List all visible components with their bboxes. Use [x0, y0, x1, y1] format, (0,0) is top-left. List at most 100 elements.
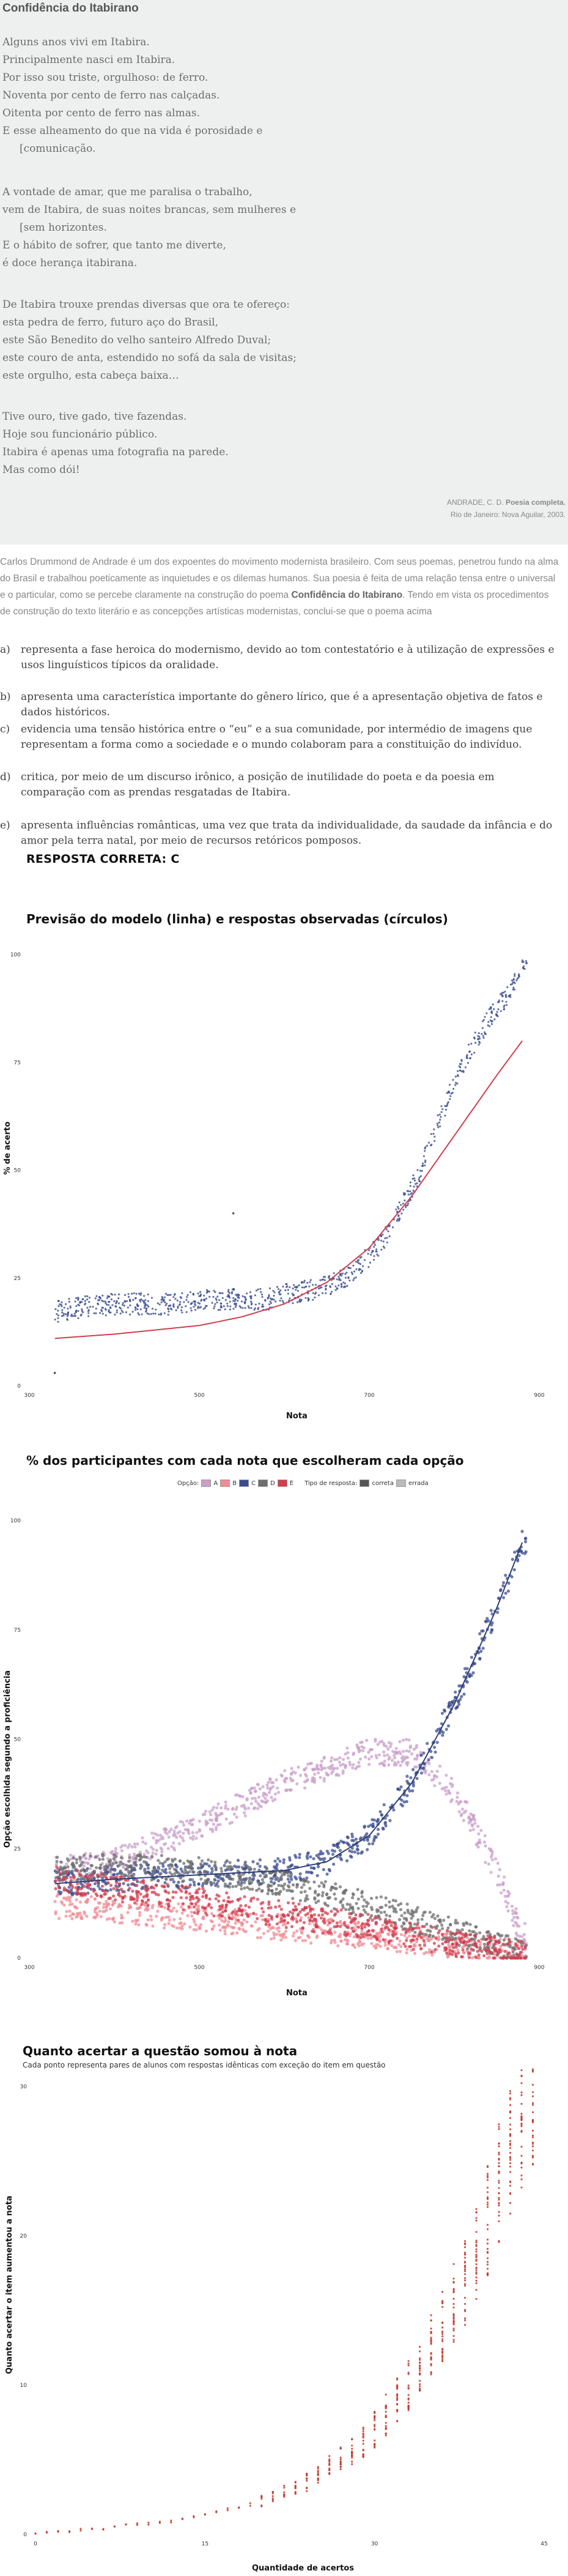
chart3-point — [531, 2102, 534, 2104]
chart3-point — [385, 2410, 387, 2413]
chart3-point — [419, 2388, 421, 2391]
chart1-observed-point — [172, 1303, 175, 1306]
chart1-observed-point — [440, 1111, 443, 1114]
chart2-point-option-e — [117, 1891, 121, 1895]
chart1-observed-point — [183, 1301, 185, 1303]
chart2-point-option-e — [224, 1909, 227, 1913]
chart2-point-option-e — [311, 1907, 315, 1911]
chart1-observed-point — [160, 1301, 163, 1303]
chart1-observed-point — [300, 1298, 303, 1301]
chart2-point-option-e — [191, 1897, 195, 1900]
chart2-point-option-a — [251, 1796, 254, 1800]
chart1-observed-point — [355, 1276, 357, 1279]
chart2-point-option-d — [462, 1922, 465, 1926]
chart2-point-option-e — [297, 1902, 301, 1906]
chart3-point — [362, 2443, 364, 2445]
chart2-point-option-a — [88, 1867, 92, 1871]
chart2-point-option-a — [319, 1776, 322, 1779]
chart2-point-option-d — [375, 1910, 379, 1913]
chart2-point-option-a — [463, 1811, 467, 1814]
chart2-point-option-c — [496, 1596, 501, 1600]
chart2-point-option-b — [333, 1930, 337, 1934]
chart2-point-option-a — [220, 1812, 224, 1815]
chart2-point-option-c — [376, 1817, 380, 1822]
chart2-point-option-a — [241, 1795, 245, 1799]
chart2-point-option-e — [270, 1915, 273, 1918]
chart2-point-option-d — [341, 1891, 345, 1895]
chart1-observed-point — [73, 1314, 76, 1317]
chart3-point — [294, 2485, 297, 2488]
chart1-observed-point — [413, 1185, 415, 1188]
chart2-point-option-e — [108, 1896, 112, 1900]
chart2-point-option-e — [122, 1890, 126, 1894]
chart2-point-option-d — [478, 1931, 482, 1935]
chart2-point-option-e — [103, 1875, 107, 1878]
chart2-point-option-a — [473, 1822, 477, 1825]
chart2-point-option-b — [179, 1917, 182, 1921]
chart2-point-option-e — [141, 1899, 144, 1902]
chart1-observed-point — [185, 1311, 188, 1314]
chart2-point-option-a — [378, 1762, 382, 1766]
chart2-point-option-c — [371, 1842, 375, 1845]
chart2-point-option-a — [194, 1836, 198, 1840]
chart1-observed-point — [376, 1253, 378, 1256]
option-letter: b) — [0, 691, 11, 703]
chart2-point-option-d — [213, 1863, 217, 1867]
chart2-point-option-e — [236, 1897, 240, 1902]
chart1-observed-point — [514, 975, 516, 977]
chart2-point-option-b — [268, 1927, 273, 1930]
chart1-observed-point — [164, 1304, 167, 1306]
chart2-point-option-c — [205, 1862, 208, 1866]
chart3-y-tick-label: 10 — [20, 2383, 28, 2389]
chart2-point-option-d — [295, 1883, 299, 1886]
chart3-point — [463, 2246, 467, 2249]
chart1-observed-point — [525, 960, 528, 962]
chart2-point-option-d — [375, 1896, 378, 1899]
chart3-point — [362, 2455, 364, 2458]
chart2-point-option-c — [257, 1869, 261, 1872]
chart2-point-option-a — [484, 1844, 487, 1848]
chart2-point-option-e — [500, 1956, 503, 1960]
chart2-point-option-c — [155, 1870, 159, 1874]
chart2-point-option-d — [94, 1855, 98, 1859]
poem-line: este couro de anta, estendido no sofá da… — [2, 352, 297, 364]
chart1-observed-point — [395, 1208, 397, 1211]
chart1-observed-point — [402, 1208, 405, 1211]
chart2-point-option-c — [456, 1699, 460, 1703]
chart1-observed-point — [216, 1295, 219, 1298]
chart3-point — [498, 2214, 500, 2217]
chart2-point-option-b — [357, 1944, 361, 1948]
chart1-observed-point — [284, 1289, 287, 1292]
chart1-observed-point — [138, 1292, 141, 1295]
chart2-point-option-a — [348, 1760, 352, 1764]
poem-line: De Itabira trouxe prendas diversas que o… — [2, 299, 290, 311]
chart2-point-option-d — [410, 1916, 413, 1920]
chart2-point-option-a — [367, 1762, 371, 1766]
chart2-point-option-d — [411, 1914, 415, 1918]
chart1-observed-point — [351, 1273, 354, 1275]
chart3-point — [486, 2247, 489, 2250]
chart2-point-option-a — [339, 1763, 342, 1767]
chart2-point-option-c — [325, 1872, 329, 1876]
chart1-observed-point — [167, 1314, 169, 1316]
chart2-point-option-d — [219, 1866, 223, 1871]
chart2-point-option-e — [367, 1924, 371, 1927]
chart3-point — [463, 2285, 467, 2287]
chart3-point — [509, 2151, 512, 2154]
chart2-point-option-a — [377, 1753, 381, 1757]
chart2-point-option-b — [245, 1920, 249, 1924]
chart1-observed-point — [240, 1306, 242, 1309]
chart2-point-option-d — [219, 1869, 224, 1873]
chart2-point-option-d — [124, 1867, 128, 1871]
chart2-point-option-e — [350, 1926, 354, 1930]
chart2-point-option-a — [389, 1742, 393, 1746]
chart2-point-option-a — [155, 1833, 160, 1837]
legend-option-b: B — [232, 1480, 237, 1487]
chart2-point-option-e — [76, 1882, 79, 1886]
chart2-point-option-c — [332, 1863, 336, 1866]
chart2-point-option-d — [275, 1875, 278, 1880]
chart2-point-option-e — [393, 1927, 397, 1930]
chart2-point-option-a — [419, 1751, 422, 1754]
chart1-observed-point — [314, 1296, 316, 1299]
chart2-point-option-c — [67, 1885, 71, 1889]
